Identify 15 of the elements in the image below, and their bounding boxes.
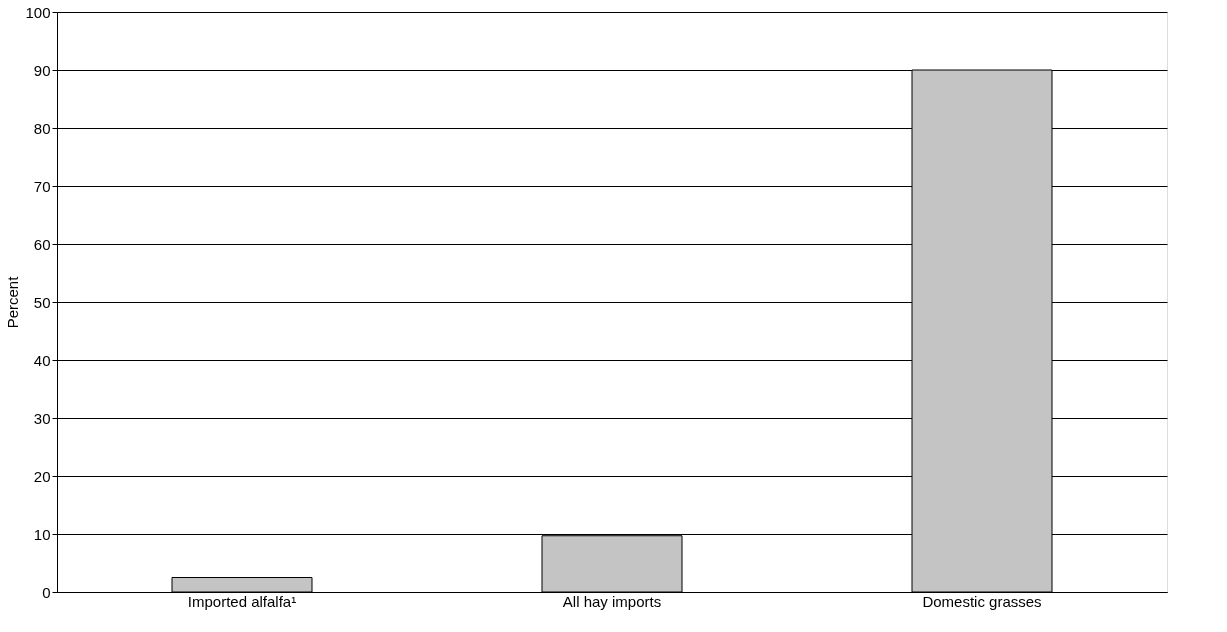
x-tick-label: Imported alfalfa¹: [187, 592, 297, 610]
y-tick-label: 70: [33, 177, 51, 195]
y-tick-label: 90: [33, 61, 51, 79]
x-tick-label: Domestic grasses: [922, 592, 1042, 610]
y-tick-label: 60: [33, 235, 51, 253]
y-tick-label: 40: [33, 351, 51, 369]
y-axis-title: Percent: [4, 275, 22, 329]
y-tick-label: 50: [33, 293, 51, 311]
y-tick-label: 10: [33, 525, 51, 543]
y-tick-label: 30: [33, 409, 51, 427]
x-tick-label: All hay imports: [562, 592, 662, 610]
y-tick-label: 0: [42, 583, 51, 601]
y-tick-label: 80: [33, 119, 51, 137]
y-tick-label: 100: [25, 3, 51, 21]
y-tick-label: 20: [33, 467, 51, 485]
